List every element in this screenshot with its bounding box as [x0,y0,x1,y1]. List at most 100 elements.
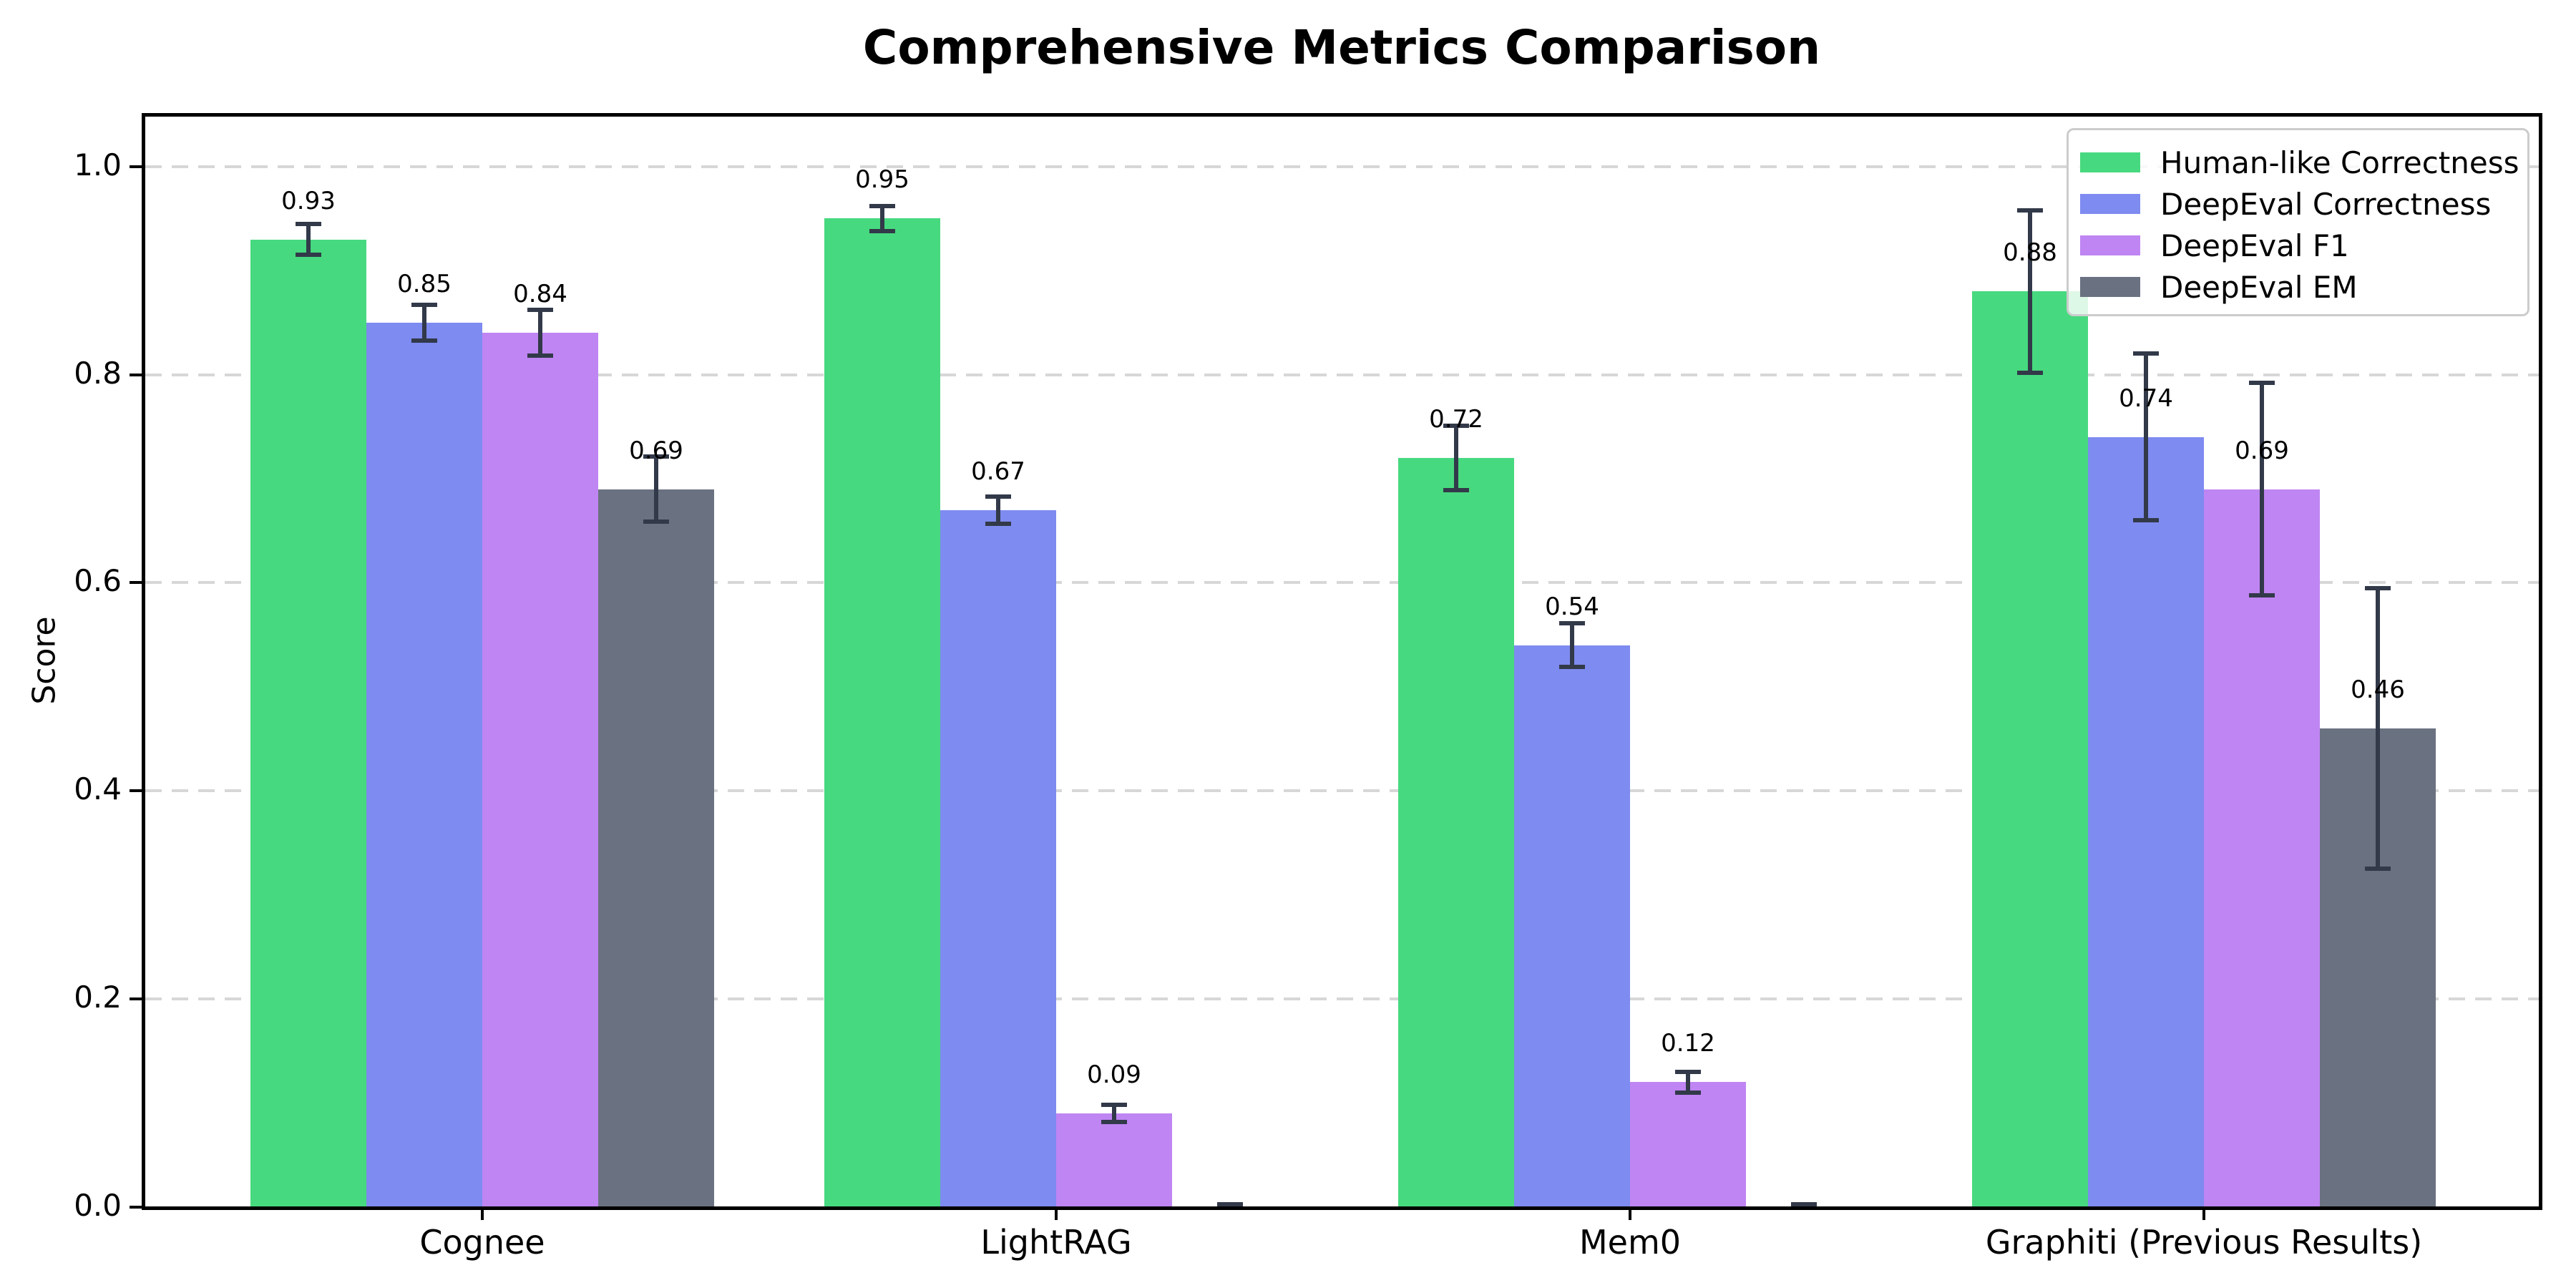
error-bar-line [996,496,1000,524]
bar-deepeval-correctness-1 [940,509,1056,1207]
error-bar-cap-top [985,494,1011,499]
value-label: 0.69 [2235,436,2289,465]
error-bar-cap-top [2133,351,2159,356]
error-bar-cap-bottom [2249,592,2275,597]
error-bar-cap-top [1443,423,1469,428]
error-bar-line [2028,210,2032,373]
chart-title: Comprehensive Metrics Comparison [862,20,1821,75]
legend-swatch-icon [2080,277,2140,297]
legend-label: DeepEval EM [2160,269,2358,305]
legend-swatch-icon [2080,152,2140,172]
y-axis-tick [130,789,142,793]
error-bar-line [1570,623,1574,668]
x-tick-label: Cognee [419,1223,545,1262]
bar-deepeval-f1-1 [1056,1113,1172,1207]
value-label: 0.46 [2351,675,2405,705]
error-bar-cap-top [2249,381,2275,386]
y-tick-label: 0.6 [74,563,122,599]
legend-swatch-icon [2080,235,2140,255]
gridline [145,997,2539,1001]
bar-deepeval-f1-3 [2204,489,2320,1207]
y-axis-tick [130,165,142,168]
value-label: 0.72 [1429,404,1483,434]
error-bar-cap-bottom [985,521,1011,526]
y-axis-tick [130,373,142,376]
error-bar-line [538,310,542,356]
bar-deepeval-em-0 [598,489,714,1207]
legend-row: DeepEval Correctness [2080,183,2527,225]
error-bar-cap-bottom [1443,487,1469,492]
error-bar-cap-bottom [1791,1202,1817,1206]
x-axis-tick [1629,1207,1631,1220]
error-bar-cap-top [1675,1069,1701,1074]
error-bar-cap-top [1559,621,1585,626]
axis-spine-top [142,113,2542,117]
y-tick-label: 0.4 [74,771,122,807]
bar-human-like-correctness-3 [1972,291,2088,1207]
error-bar-cap-bottom [869,228,895,233]
value-label: 0.85 [397,269,452,298]
value-label: 0.84 [513,280,567,309]
y-axis-tick [130,581,142,585]
error-bar-cap-bottom [411,338,437,343]
y-axis-label: Score [26,616,63,705]
error-bar-line [1686,1071,1690,1093]
error-bar-line [1454,425,1458,490]
error-bar-line [2376,587,2380,869]
legend-swatch-icon [2080,194,2140,214]
error-bar-cap-bottom [1675,1091,1701,1096]
y-tick-label: 0.0 [74,1188,122,1223]
error-bar-cap-top [2017,208,2043,213]
y-tick-label: 0.2 [74,980,122,1015]
error-bar-cap-top [527,308,553,313]
value-label: 0.88 [2003,238,2057,268]
error-bar-line [654,457,658,522]
error-bar-cap-bottom [2017,370,2043,375]
error-bar-cap-bottom [1559,665,1585,670]
legend-label: DeepEval Correctness [2160,186,2492,222]
y-tick-label: 0.8 [74,355,122,391]
error-bar-cap-bottom [527,353,553,358]
x-axis-tick [481,1207,484,1220]
value-label: 0.74 [2119,384,2173,413]
error-bar-cap-bottom [1101,1119,1127,1124]
x-tick-label: Mem0 [1579,1223,1682,1262]
gridline [145,165,2539,168]
error-bar-cap-top [411,303,437,308]
axis-spine-left [142,113,145,1210]
error-bar-line [2260,383,2264,595]
y-axis-tick [130,997,142,1001]
value-label: 0.69 [629,436,683,465]
error-bar-cap-top [1101,1103,1127,1108]
value-label: 0.67 [971,457,1025,486]
bar-deepeval-f1-0 [482,333,598,1207]
x-tick-label: Graphiti (Previous Results) [1985,1223,2423,1262]
legend: Human-like Correctness DeepEval Correctne… [2067,128,2529,316]
x-axis-tick [2202,1207,2205,1220]
error-bar-cap-bottom [643,519,669,524]
legend-row: Human-like Correctness [2080,142,2527,183]
axis-spine-right [2539,113,2542,1210]
error-bar-cap-top [296,221,321,226]
axis-spine-bottom [142,1206,2542,1210]
x-axis-tick [1055,1207,1058,1220]
value-label: 0.93 [281,186,336,215]
error-bar-line [306,223,311,255]
y-axis-tick [130,1206,142,1209]
error-bar-cap-top [869,203,895,208]
error-bar-cap-bottom [2133,518,2159,523]
value-label: 0.09 [1087,1060,1141,1090]
error-bar-cap-bottom [1217,1202,1243,1206]
legend-row: DeepEval F1 [2080,225,2527,266]
bar-deepeval-correctness-2 [1514,645,1630,1207]
value-label: 0.12 [1661,1029,1715,1058]
y-tick-label: 1.0 [74,147,122,182]
value-label: 0.95 [855,165,909,195]
error-bar-cap-bottom [2365,867,2391,872]
bar-human-like-correctness-1 [824,218,940,1207]
legend-row: DeepEval EM [2080,266,2527,308]
legend-label: Human-like Correctness [2160,145,2519,180]
gridline [145,581,2539,585]
error-bar-line [1112,1105,1116,1122]
